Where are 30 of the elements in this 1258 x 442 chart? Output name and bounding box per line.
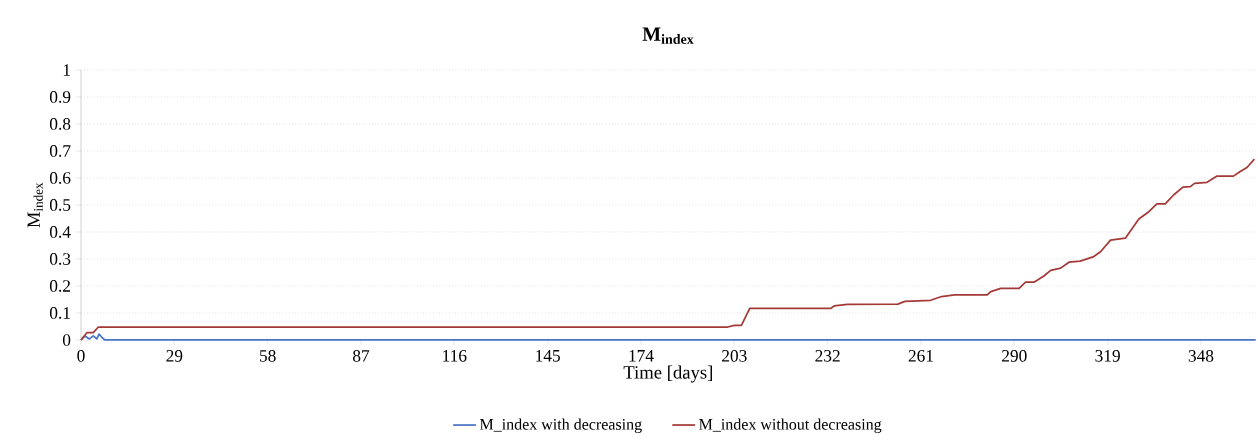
y-tick-label: 0.6 — [49, 172, 71, 184]
y-tick-label: 0.8 — [49, 118, 71, 130]
x-tick-label: 290 — [1002, 350, 1027, 362]
y-tick-label: 0.3 — [49, 253, 71, 265]
line-series — [80, 158, 1256, 341]
y-tick-label: 0.2 — [49, 280, 71, 292]
legend-label: M_index without decreasing — [699, 418, 882, 434]
y-tick-label: 0.4 — [49, 226, 71, 238]
x-tick-label: 174 — [629, 350, 654, 362]
x-tick-label: 203 — [722, 350, 747, 362]
x-tick-label: 29 — [166, 350, 183, 362]
x-tick-label: 348 — [1188, 350, 1214, 362]
x-tick-label: 261 — [908, 350, 933, 362]
x-axis-title: Time [days] — [623, 365, 712, 383]
x-tick-label: 87 — [353, 350, 370, 362]
y-tick-label: 0.1 — [49, 307, 70, 319]
y-tick-label: 0.9 — [49, 91, 71, 103]
x-tick-label: 145 — [536, 350, 560, 362]
x-tick-label: 58 — [260, 350, 276, 362]
legend-label: M_index with decreasing — [479, 418, 642, 434]
chart-title: M$_{index}$ — [642, 27, 694, 44]
x-tick-label: 0 — [77, 350, 85, 362]
x-tick-label: 319 — [1095, 350, 1120, 362]
x-tick-label: 232 — [815, 350, 840, 362]
y-axis-title: M$_{index}$ — [27, 182, 43, 228]
y-tick-label: 0 — [62, 334, 71, 346]
y-tick-label: 0.5 — [49, 199, 71, 211]
x-tick-label: 116 — [443, 350, 467, 362]
y-tick-label: 1 — [63, 64, 70, 76]
y-tick-label: 0.7 — [49, 145, 71, 157]
